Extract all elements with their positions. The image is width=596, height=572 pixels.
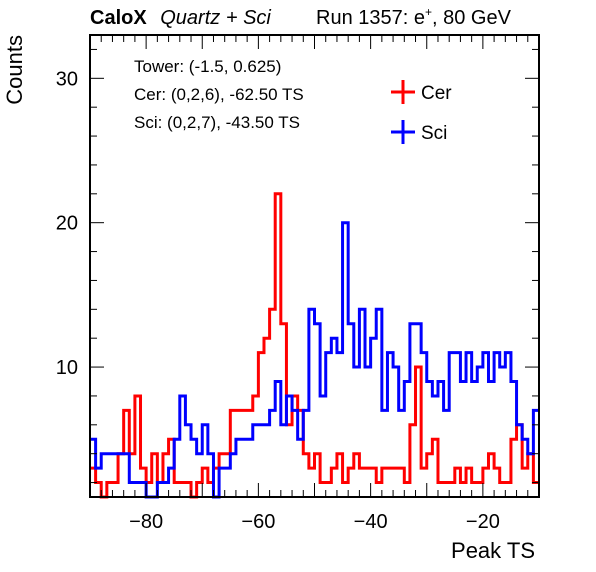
header-run-prefix: Run 1357: e xyxy=(316,7,425,29)
header-run: Run 1357: e+, 80 GeV xyxy=(316,5,512,29)
header-run-suffix: , 80 GeV xyxy=(432,7,512,29)
annotation-sci: Sci: (0,2,7), -43.50 TS xyxy=(134,113,300,132)
header-detector: Quartz + Sci xyxy=(160,7,271,29)
ticks-layer: −80 −60 −40 −20 10 20 30 xyxy=(56,35,539,533)
legend: Cer Sci xyxy=(391,80,452,144)
svg-text:CaloX Quartz + Sci: CaloX Quartz + Sci xyxy=(90,7,271,29)
annotation-tower: Tower: (-1.5, 0.625) xyxy=(134,57,281,76)
series-line-sci xyxy=(90,221,539,499)
x-tick-label: −20 xyxy=(466,511,500,533)
header-run-sup: + xyxy=(425,5,432,19)
header-brand: CaloX xyxy=(90,7,147,29)
plot-frame xyxy=(89,34,540,498)
y-tick-label: 10 xyxy=(56,357,78,379)
annotation-cer: Cer: (0,2,6), -62.50 TS xyxy=(134,85,304,104)
y-tick-label: 30 xyxy=(56,68,78,90)
x-tick-label: −60 xyxy=(241,511,275,533)
x-tick-label: −80 xyxy=(129,511,163,533)
x-axis-title: Peak TS xyxy=(451,538,535,563)
legend-label-sci: Sci xyxy=(421,123,447,144)
annotation-block: Tower: (-1.5, 0.625) Cer: (0,2,6), -62.5… xyxy=(134,57,304,132)
y-axis-title: Counts xyxy=(2,35,27,105)
y-tick-label: 20 xyxy=(56,213,78,235)
x-tick-label: −40 xyxy=(354,511,388,533)
legend-label-cer: Cer xyxy=(421,83,452,104)
header: CaloX Quartz + Sci Run 1357: e+, 80 GeV xyxy=(90,5,512,29)
series-line-cer xyxy=(90,192,539,499)
series-layer xyxy=(90,192,539,499)
